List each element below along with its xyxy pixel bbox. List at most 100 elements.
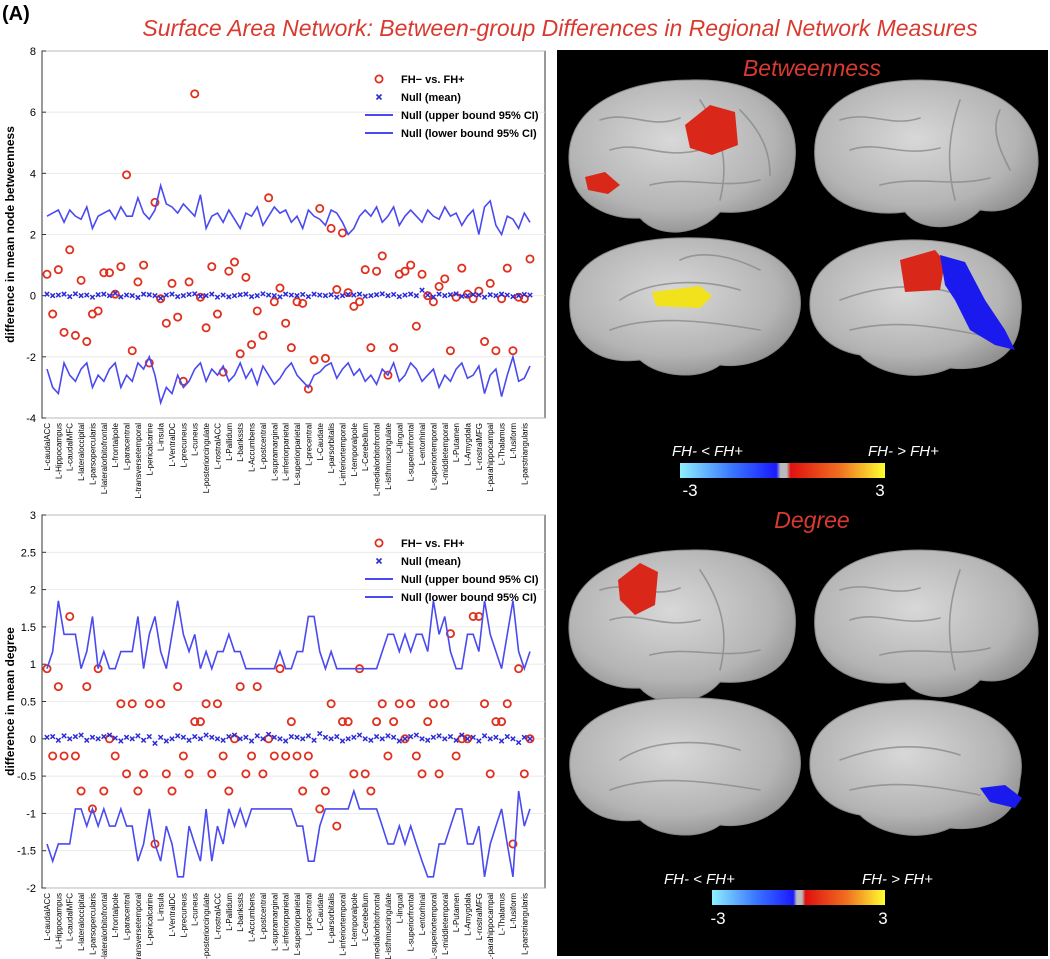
x-tick-label: L-isthmuscingulate <box>384 422 393 489</box>
y-tick-label: 0.5 <box>21 697 36 709</box>
data-point <box>309 769 319 779</box>
data-point <box>360 265 370 275</box>
null-mean-point <box>487 736 493 742</box>
data-point <box>190 717 200 727</box>
null-mean-point <box>424 292 431 298</box>
x-tick-label: L-superiorfrontal <box>407 893 416 951</box>
data-point <box>411 321 421 331</box>
data-point <box>224 786 234 796</box>
x-tick-label: L-parsopercularis <box>88 893 97 955</box>
x-tick-label: L-fusiform <box>509 423 518 459</box>
null-mean-point <box>220 737 226 744</box>
null-mean-point <box>243 291 249 297</box>
legend-label: Null (lower bound 95% CI) <box>401 128 537 140</box>
x-tick-label: L-Hippocampus <box>54 893 63 949</box>
x-tick-label: L-Putamen <box>452 893 461 932</box>
data-point <box>173 682 183 692</box>
x-tick-label: L-precuneus <box>179 893 188 937</box>
x-tick-label: L-parstriangularis <box>520 893 529 955</box>
data-point <box>491 717 501 727</box>
x-tick-label: L-parsorbitalis <box>327 423 336 473</box>
x-tick-label: L-postcentral <box>259 893 268 939</box>
x-tick-label: L-bankssts <box>236 423 245 462</box>
data-point <box>349 769 359 779</box>
y-axis-label: difference in mean node betweenness <box>3 126 17 343</box>
data-point <box>491 346 501 356</box>
null-mean-point <box>430 734 437 741</box>
null-mean-point <box>118 738 124 744</box>
data-point <box>82 682 92 692</box>
data-point <box>337 228 347 238</box>
data-point <box>292 751 302 761</box>
data-point <box>360 769 370 779</box>
data-point <box>252 682 262 692</box>
x-tick-label: L-caudalACC <box>43 423 52 471</box>
null-mean-point <box>322 292 329 299</box>
null-mean-point <box>311 291 317 297</box>
null-mean-point <box>419 736 425 742</box>
null-mean-point <box>209 734 215 741</box>
y-tick-label: 2 <box>30 585 36 597</box>
y-tick-label: 0 <box>30 734 36 746</box>
null-mean-point <box>436 291 442 297</box>
null-mean-point <box>515 739 522 746</box>
y-tick-label: -2 <box>26 883 36 895</box>
x-tick-label: L-supramarginal <box>270 423 279 481</box>
data-point <box>286 717 296 727</box>
x-tick-label: L-frontalpole <box>111 892 120 937</box>
null-mean-point <box>419 287 425 293</box>
x-tick-label: L-postcentral <box>259 423 268 469</box>
legend-label: Null (upper bound 95% CI) <box>401 574 539 586</box>
null-mean-point <box>510 293 516 300</box>
brain-medial-right <box>809 699 1022 836</box>
null-mean-point <box>214 294 221 300</box>
null-mean-point <box>413 292 420 299</box>
null-mean-point <box>299 736 306 742</box>
null-mean-point <box>424 737 431 744</box>
brain-lateral-right <box>814 79 1039 228</box>
null-mean-point <box>317 292 323 298</box>
x-tick-label: L-cuneus <box>191 893 200 926</box>
data-point <box>480 337 490 347</box>
data-point <box>485 769 495 779</box>
x-tick-label: L-Accumbens <box>248 893 257 942</box>
x-tick-label: L-rostralMFG <box>475 893 484 940</box>
data-point <box>144 699 154 709</box>
null-mean-point <box>135 294 141 301</box>
data-point <box>139 260 149 270</box>
x-tick-label: L-Caudate <box>316 892 325 930</box>
data-point <box>440 699 450 709</box>
data-point <box>303 751 313 761</box>
null-mean-point <box>72 291 79 297</box>
null-mean-point <box>328 736 334 742</box>
data-point <box>99 268 109 278</box>
data-point <box>224 266 234 276</box>
legend-swatch <box>374 74 384 84</box>
y-tick-label: -4 <box>26 413 36 425</box>
null-mean-point <box>294 734 300 741</box>
x-tick-label: L-lingual <box>395 893 404 923</box>
data-point <box>264 193 274 203</box>
null-mean-point <box>527 292 533 298</box>
x-tick-label: L-lingual <box>395 423 404 453</box>
data-point <box>122 769 132 779</box>
data-point <box>428 699 438 709</box>
data-point <box>201 699 211 709</box>
colorbar <box>680 463 885 478</box>
data-point <box>423 717 433 727</box>
null-mean-point <box>169 736 175 742</box>
data-point <box>315 804 325 814</box>
data-point <box>514 664 524 674</box>
null-mean-point <box>226 733 232 740</box>
data-point <box>48 751 58 761</box>
null-mean-point <box>197 736 204 742</box>
null-mean-point <box>140 291 147 297</box>
null-mean-point <box>459 293 465 300</box>
data-point <box>457 263 467 273</box>
null-mean-point <box>521 291 528 298</box>
data-point <box>292 297 302 307</box>
null-mean-point <box>44 734 50 741</box>
null-mean-point <box>305 293 312 300</box>
x-tick-label: L-superiorparietal <box>293 423 302 485</box>
null-mean-point <box>66 293 73 300</box>
